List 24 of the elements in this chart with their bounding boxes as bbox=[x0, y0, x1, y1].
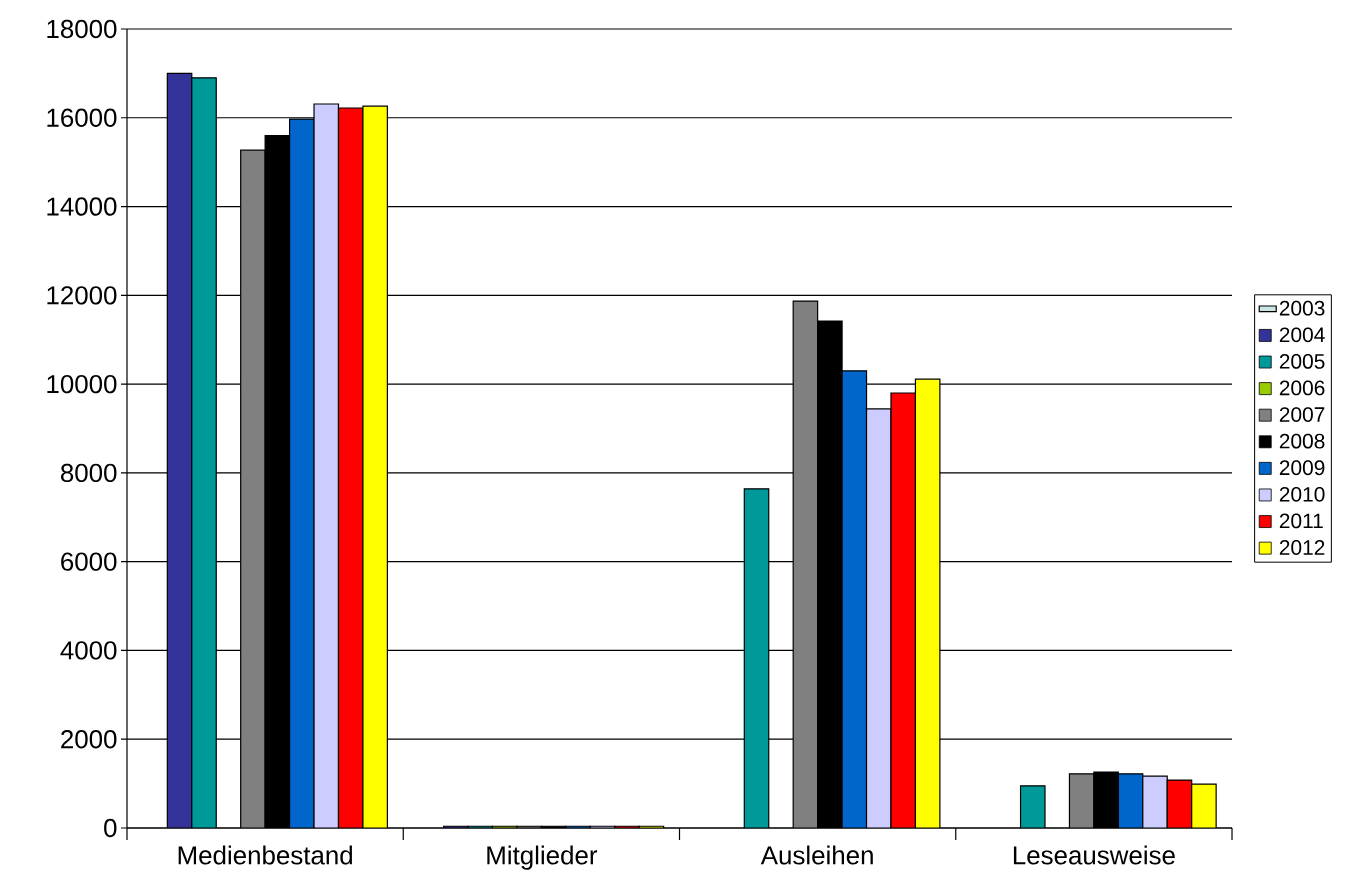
legend-label: 2005 bbox=[1279, 353, 1325, 369]
legend-label: 2008 bbox=[1279, 433, 1325, 449]
y-tick-label: 0 bbox=[104, 818, 117, 838]
y-tick-label: 12000 bbox=[47, 286, 117, 305]
x-tick-label: Leseausweise bbox=[1013, 845, 1175, 865]
legend-label: 2004 bbox=[1279, 327, 1325, 343]
y-tick-label: 2000 bbox=[61, 730, 117, 749]
x-tick-label: Ausleihen bbox=[760, 845, 873, 865]
y-tick-label: 16000 bbox=[47, 108, 117, 127]
legend-label: 2010 bbox=[1279, 486, 1325, 502]
legend-label: 2012 bbox=[1279, 540, 1325, 555]
legend-label: 2009 bbox=[1279, 460, 1325, 476]
x-tick-label: Mitglieder bbox=[487, 845, 598, 870]
y-tick-label: 10000 bbox=[47, 374, 117, 394]
legend-label: 2011 bbox=[1279, 513, 1323, 529]
legend-label: 2007 bbox=[1279, 407, 1325, 422]
y-tick-label: 8000 bbox=[60, 463, 117, 483]
legend-label: 2003 bbox=[1279, 300, 1325, 316]
x-tick-label: Medienbestand bbox=[178, 845, 352, 865]
y-tick-label: 6000 bbox=[61, 552, 117, 571]
y-tick-label: 18000 bbox=[47, 19, 117, 39]
legend-label: 2006 bbox=[1279, 380, 1325, 396]
y-tick-label: 14000 bbox=[47, 197, 117, 216]
y-tick-label: 4000 bbox=[60, 641, 117, 660]
